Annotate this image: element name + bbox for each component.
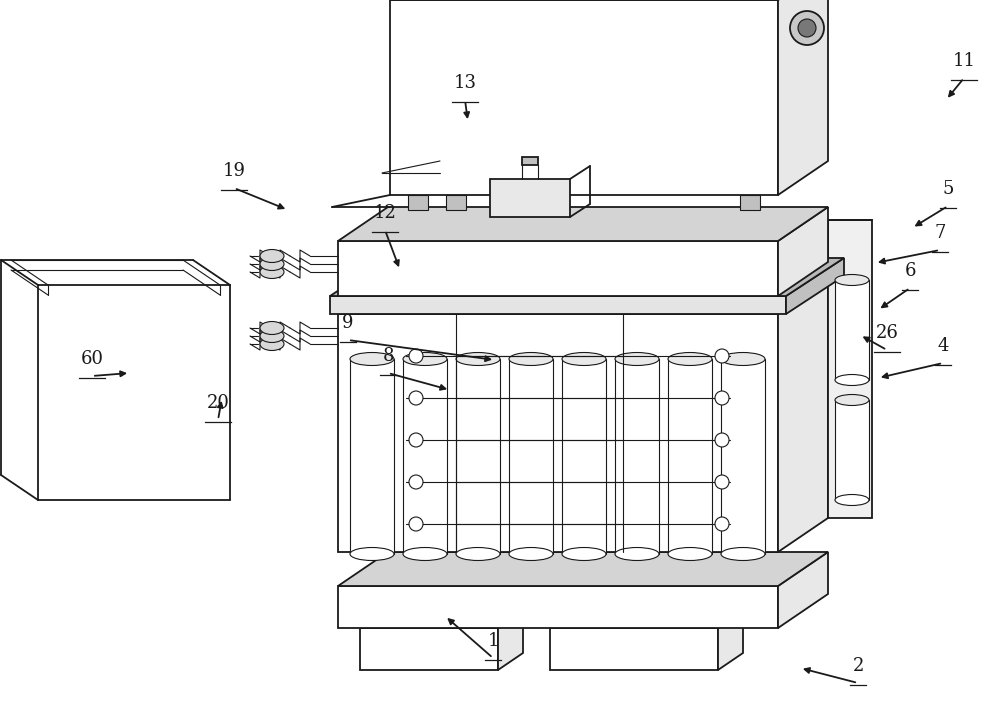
- Text: 13: 13: [454, 74, 477, 92]
- Bar: [550, 628, 718, 670]
- Ellipse shape: [350, 353, 394, 365]
- Ellipse shape: [615, 548, 659, 561]
- Text: 5: 5: [942, 180, 954, 198]
- Circle shape: [409, 517, 423, 531]
- Text: 1: 1: [487, 632, 499, 650]
- Text: 12: 12: [374, 204, 396, 222]
- Circle shape: [715, 349, 729, 363]
- Ellipse shape: [835, 274, 869, 286]
- Polygon shape: [338, 207, 828, 241]
- Ellipse shape: [260, 322, 284, 335]
- Ellipse shape: [260, 330, 284, 342]
- Text: 20: 20: [207, 394, 229, 412]
- Ellipse shape: [456, 548, 500, 561]
- Text: 60: 60: [80, 350, 104, 368]
- Text: 11: 11: [952, 52, 976, 70]
- Ellipse shape: [456, 353, 500, 365]
- Bar: [403, 359, 447, 554]
- Polygon shape: [778, 552, 828, 628]
- Ellipse shape: [403, 353, 447, 365]
- Circle shape: [715, 517, 729, 531]
- Bar: [509, 359, 553, 554]
- Ellipse shape: [260, 258, 284, 271]
- Bar: [835, 400, 869, 500]
- Ellipse shape: [835, 394, 869, 406]
- Polygon shape: [338, 552, 828, 586]
- Ellipse shape: [509, 353, 553, 365]
- Polygon shape: [498, 611, 523, 670]
- Polygon shape: [330, 258, 844, 296]
- Circle shape: [798, 19, 816, 37]
- Ellipse shape: [721, 353, 765, 365]
- Text: 4: 4: [937, 337, 949, 355]
- Bar: [338, 314, 778, 552]
- Bar: [522, 157, 538, 165]
- Bar: [456, 359, 500, 554]
- Bar: [615, 359, 659, 554]
- Polygon shape: [778, 207, 828, 296]
- Text: 2: 2: [852, 657, 864, 675]
- Circle shape: [409, 433, 423, 447]
- Bar: [562, 359, 606, 554]
- Ellipse shape: [260, 266, 284, 279]
- Circle shape: [409, 475, 423, 489]
- Ellipse shape: [260, 249, 284, 263]
- Bar: [835, 280, 869, 380]
- Polygon shape: [360, 611, 523, 628]
- Text: 6: 6: [904, 262, 916, 280]
- Bar: [338, 241, 778, 296]
- Ellipse shape: [562, 353, 606, 365]
- Bar: [668, 359, 712, 554]
- Bar: [721, 359, 765, 554]
- Bar: [828, 220, 872, 518]
- Ellipse shape: [721, 548, 765, 561]
- Text: 19: 19: [222, 162, 246, 180]
- Ellipse shape: [562, 548, 606, 561]
- Polygon shape: [550, 611, 743, 628]
- Bar: [330, 296, 786, 314]
- Ellipse shape: [668, 548, 712, 561]
- Bar: [490, 179, 570, 217]
- Polygon shape: [778, 280, 828, 552]
- Bar: [740, 195, 760, 210]
- Ellipse shape: [350, 548, 394, 561]
- Ellipse shape: [260, 337, 284, 350]
- Ellipse shape: [615, 353, 659, 365]
- Circle shape: [715, 391, 729, 405]
- Text: 8: 8: [382, 347, 394, 365]
- Ellipse shape: [835, 495, 869, 505]
- Circle shape: [715, 475, 729, 489]
- Polygon shape: [338, 280, 828, 314]
- Ellipse shape: [509, 548, 553, 561]
- Text: 7: 7: [934, 224, 946, 242]
- Text: 9: 9: [342, 314, 354, 332]
- Bar: [350, 359, 394, 554]
- Text: 26: 26: [876, 324, 898, 342]
- Polygon shape: [786, 258, 844, 314]
- Bar: [338, 586, 778, 628]
- Bar: [360, 628, 498, 670]
- Polygon shape: [778, 0, 828, 195]
- Bar: [390, 0, 778, 195]
- Circle shape: [715, 433, 729, 447]
- Ellipse shape: [668, 353, 712, 365]
- Bar: [408, 195, 428, 210]
- Polygon shape: [718, 611, 743, 670]
- Circle shape: [790, 11, 824, 45]
- Ellipse shape: [403, 548, 447, 561]
- Ellipse shape: [835, 375, 869, 386]
- Circle shape: [409, 349, 423, 363]
- Bar: [446, 195, 466, 210]
- Circle shape: [409, 391, 423, 405]
